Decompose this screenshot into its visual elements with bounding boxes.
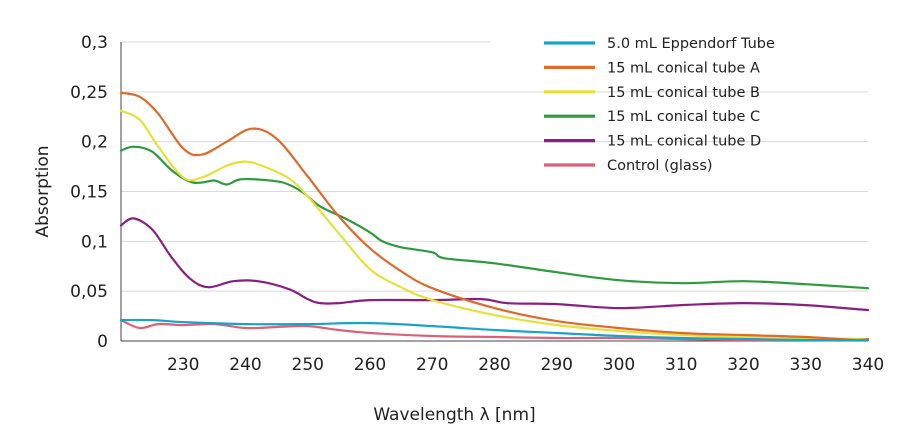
series-lines [119,91,870,342]
legend-label: 15 mL conical tube A [607,60,760,76]
x-tick-label: 250 [292,355,324,375]
x-tick-label: 240 [229,355,261,375]
legend-label: Control (glass) [607,158,713,174]
x-tick-labels: 230 240 250 260 270 280 290 300 310 320 330 340 [167,355,884,375]
series-line-2 [119,91,870,342]
x-tick-label: 320 [727,355,759,375]
legend-label: 15 mL conical tube D [607,134,761,150]
x-tick-label: 310 [665,355,697,375]
grid-lines [121,41,868,292]
y-tick-label: 0 [97,332,108,352]
y-tick-label: 0,2 [81,133,108,153]
y-tick-labels: 0 0,05 0,1 0,15 0,2 0,25 0,3 [70,33,108,352]
legend: 5.0 mL Eppendorf Tube 15 mL conical tube … [544,36,775,174]
x-tick-label: 290 [541,355,573,375]
y-tick-label: 0,1 [81,232,108,252]
x-tick-label: 260 [354,355,386,375]
y-axis-title: Absorption [33,145,53,237]
x-tick-label: 230 [167,355,199,375]
series-line-1 [119,318,870,342]
x-tick-label: 280 [478,355,510,375]
series-line-4 [119,145,870,290]
x-tick-label: 270 [416,355,448,375]
series-line-3 [119,109,870,341]
x-tick-label: 300 [603,355,635,375]
x-axis-title: Wavelength λ [nm] [373,405,535,425]
legend-label: 15 mL conical tube B [607,85,760,101]
y-tick-label: 0,25 [70,83,108,103]
y-tick-label: 0,05 [70,282,108,302]
legend-label: 15 mL conical tube C [607,109,760,125]
series-line-5 [119,217,870,312]
y-tick-label: 0,15 [70,183,108,203]
x-tick-label: 330 [790,355,822,375]
x-tick-label: 340 [852,355,884,375]
legend-label: 5.0 mL Eppendorf Tube [607,36,775,52]
y-tick-label: 0,3 [81,33,108,53]
